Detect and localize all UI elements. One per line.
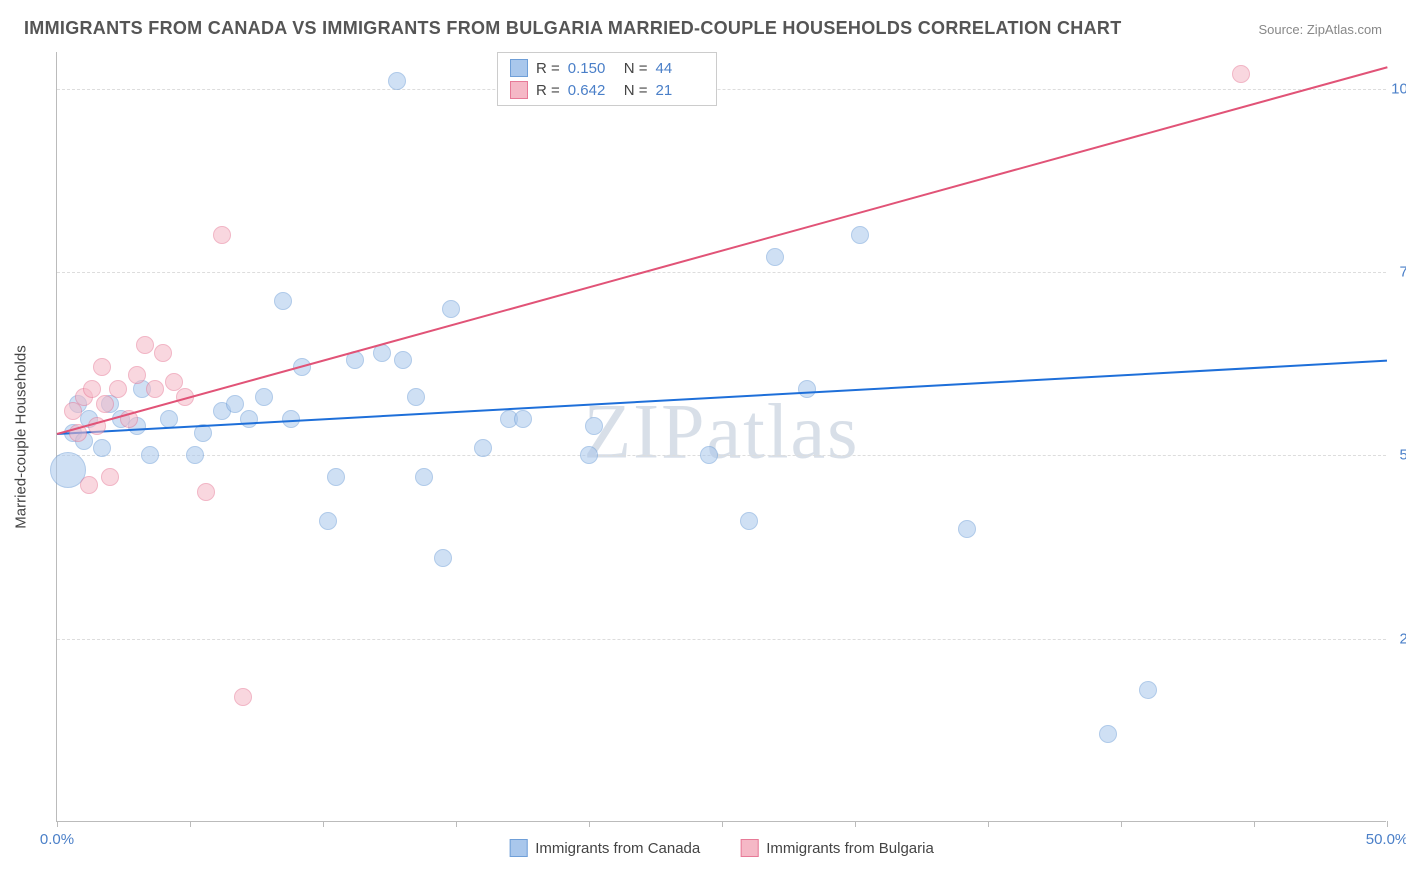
- data-point: [700, 446, 718, 464]
- series-legend: Immigrants from Canada Immigrants from Bu…: [509, 839, 934, 857]
- legend-n-label: N =: [624, 82, 648, 99]
- source-label: Source: ZipAtlas.com: [1258, 22, 1382, 37]
- x-tick: [57, 821, 58, 827]
- x-tick: [323, 821, 324, 827]
- data-point: [226, 395, 244, 413]
- data-point: [580, 446, 598, 464]
- data-point: [128, 366, 146, 384]
- x-tick: [456, 821, 457, 827]
- gridline: [57, 272, 1386, 273]
- legend-swatch: [740, 839, 758, 857]
- data-point: [83, 380, 101, 398]
- data-point: [388, 72, 406, 90]
- x-tick: [1121, 821, 1122, 827]
- legend-r-value: 0.150: [568, 60, 616, 77]
- data-point: [1139, 681, 1157, 699]
- x-tick: [1387, 821, 1388, 827]
- x-tick-label: 0.0%: [40, 831, 74, 848]
- data-point: [213, 226, 231, 244]
- data-point: [585, 417, 603, 435]
- data-point: [1099, 725, 1117, 743]
- legend-r-label: R =: [536, 60, 560, 77]
- data-point: [146, 380, 164, 398]
- x-tick: [855, 821, 856, 827]
- legend-n-value: 44: [656, 60, 704, 77]
- legend-n-label: N =: [624, 60, 648, 77]
- data-point: [766, 248, 784, 266]
- y-axis-title: Married-couple Households: [13, 345, 30, 528]
- legend-label: Immigrants from Bulgaria: [766, 840, 934, 857]
- watermark: ZIPatlas: [584, 386, 860, 476]
- data-point: [109, 380, 127, 398]
- trend-line: [57, 67, 1388, 436]
- data-point: [154, 344, 172, 362]
- x-tick: [190, 821, 191, 827]
- data-point: [394, 351, 412, 369]
- plot-wrap: ZIPatlas Married-couple Households 25.0%…: [56, 52, 1386, 822]
- data-point: [136, 336, 154, 354]
- data-point: [274, 292, 292, 310]
- data-point: [327, 468, 345, 486]
- legend-swatch: [510, 59, 528, 77]
- legend-row: R = 0.642 N = 21: [510, 79, 704, 101]
- legend-r-value: 0.642: [568, 82, 616, 99]
- data-point: [160, 410, 178, 428]
- x-tick: [589, 821, 590, 827]
- legend-n-value: 21: [656, 82, 704, 99]
- data-point: [80, 476, 98, 494]
- chart-title: IMMIGRANTS FROM CANADA VS IMMIGRANTS FRO…: [24, 18, 1122, 39]
- legend-label: Immigrants from Canada: [535, 840, 700, 857]
- data-point: [282, 410, 300, 428]
- correlation-legend: R = 0.150 N = 44 R = 0.642 N = 21: [497, 52, 717, 106]
- plot-area: ZIPatlas Married-couple Households 25.0%…: [56, 52, 1386, 822]
- data-point: [255, 388, 273, 406]
- gridline: [57, 89, 1386, 90]
- data-point: [141, 446, 159, 464]
- legend-row: R = 0.150 N = 44: [510, 57, 704, 79]
- data-point: [851, 226, 869, 244]
- legend-swatch: [509, 839, 527, 857]
- data-point: [319, 512, 337, 530]
- gridline: [57, 455, 1386, 456]
- data-point: [442, 300, 460, 318]
- legend-item: Immigrants from Bulgaria: [740, 839, 934, 857]
- y-tick-label: 50.0%: [1399, 447, 1406, 464]
- legend-r-label: R =: [536, 82, 560, 99]
- x-tick: [1254, 821, 1255, 827]
- legend-swatch: [510, 81, 528, 99]
- data-point: [798, 380, 816, 398]
- data-point: [234, 688, 252, 706]
- data-point: [101, 468, 119, 486]
- data-point: [740, 512, 758, 530]
- data-point: [474, 439, 492, 457]
- data-point: [197, 483, 215, 501]
- data-point: [1232, 65, 1250, 83]
- x-tick: [988, 821, 989, 827]
- data-point: [96, 395, 114, 413]
- data-point: [93, 439, 111, 457]
- gridline: [57, 639, 1386, 640]
- x-tick-label: 50.0%: [1366, 831, 1406, 848]
- data-point: [240, 410, 258, 428]
- data-point: [958, 520, 976, 538]
- x-tick: [722, 821, 723, 827]
- data-point: [186, 446, 204, 464]
- legend-item: Immigrants from Canada: [509, 839, 700, 857]
- y-tick-label: 75.0%: [1399, 264, 1406, 281]
- data-point: [434, 549, 452, 567]
- data-point: [93, 358, 111, 376]
- data-point: [64, 402, 82, 420]
- y-tick-label: 25.0%: [1399, 630, 1406, 647]
- data-point: [415, 468, 433, 486]
- data-point: [514, 410, 532, 428]
- data-point: [407, 388, 425, 406]
- y-tick-label: 100.0%: [1391, 80, 1406, 97]
